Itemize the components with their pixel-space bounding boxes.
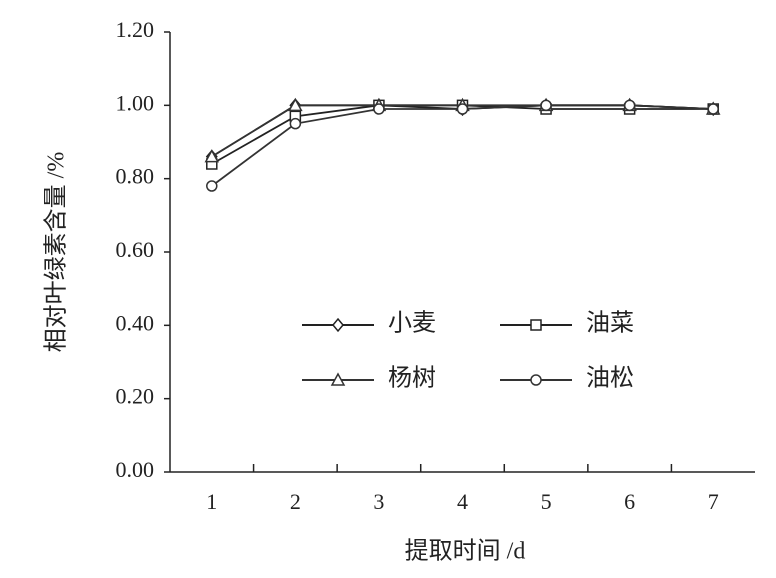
marker (289, 117, 302, 130)
y-axis-title: 相对叶绿素含量 /% (43, 152, 70, 353)
y-tick-label: 0.60 (116, 237, 155, 262)
marker (332, 317, 344, 333)
marker (288, 97, 303, 112)
legend-label: 油菜 (586, 310, 634, 337)
marker (707, 103, 719, 115)
x-tick-label: 3 (373, 489, 384, 514)
y-tick-label: 0.00 (116, 457, 155, 482)
marker (204, 149, 220, 163)
y-tick-label: 1.00 (116, 90, 155, 115)
y-tick-label: 0.80 (116, 164, 155, 189)
marker (530, 374, 542, 386)
marker (540, 99, 552, 112)
legend-label: 杨树 (388, 365, 436, 392)
x-tick-label: 5 (541, 489, 552, 514)
marker (530, 319, 542, 331)
marker (330, 372, 346, 386)
x-axis-title: 提取时间 /d (405, 538, 526, 565)
x-tick-label: 6 (624, 489, 635, 514)
marker (456, 103, 469, 115)
marker (623, 99, 636, 112)
series-line (211, 104, 714, 187)
y-tick-label: 1.20 (116, 17, 155, 42)
x-tick-label: 2 (290, 489, 301, 514)
marker (373, 103, 385, 115)
x-tick-label: 4 (457, 489, 468, 514)
legend-label: 小麦 (388, 310, 436, 337)
legend-label: 油松 (586, 365, 634, 392)
y-tick-label: 0.20 (116, 384, 155, 409)
x-tick-label: 1 (206, 489, 217, 514)
x-tick-label: 7 (708, 489, 719, 514)
y-tick-label: 0.40 (116, 310, 155, 335)
marker (206, 180, 218, 192)
